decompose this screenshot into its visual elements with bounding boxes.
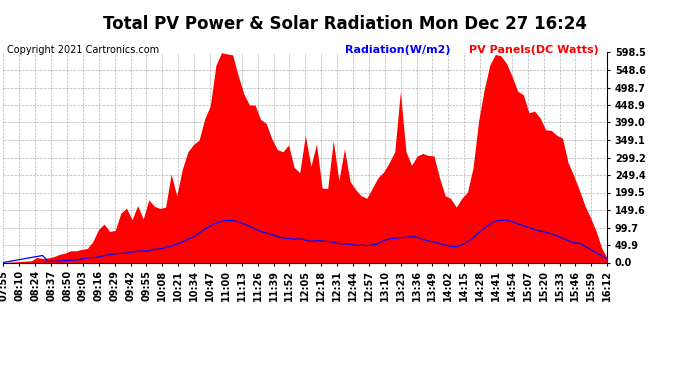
Text: PV Panels(DC Watts): PV Panels(DC Watts) [469, 45, 599, 55]
Text: Total PV Power & Solar Radiation Mon Dec 27 16:24: Total PV Power & Solar Radiation Mon Dec… [103, 15, 587, 33]
Text: Radiation(W/m2): Radiation(W/m2) [345, 45, 451, 55]
Text: Copyright 2021 Cartronics.com: Copyright 2021 Cartronics.com [7, 45, 159, 55]
